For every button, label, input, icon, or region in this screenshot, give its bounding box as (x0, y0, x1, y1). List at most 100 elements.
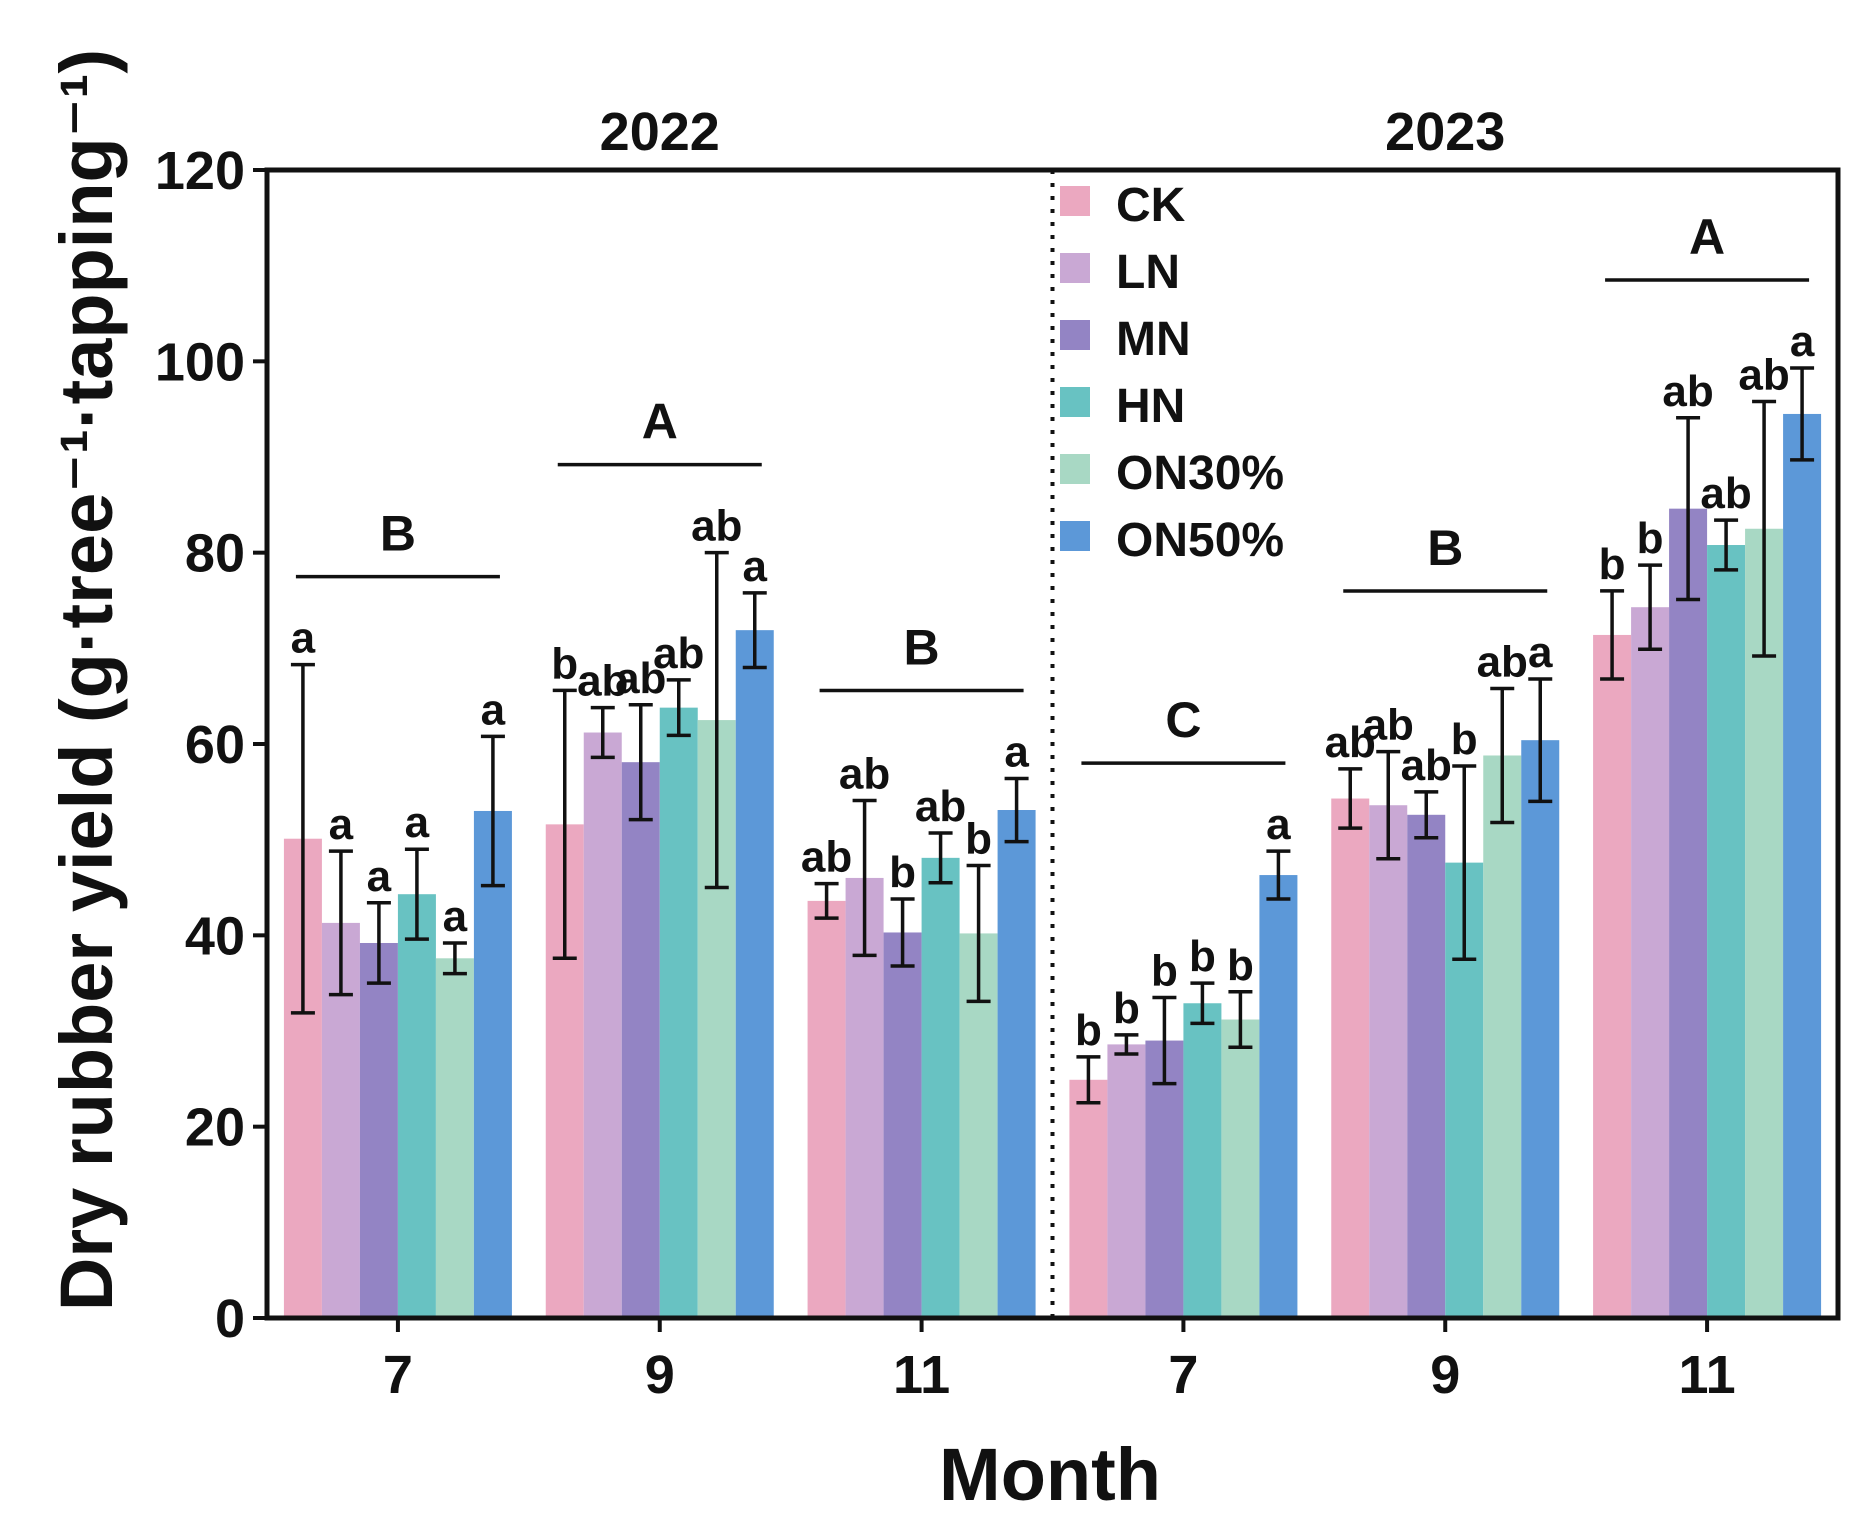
x-tick-label-2022-m9: 9 (645, 1345, 675, 1405)
legend-label-ON50%: ON50% (1116, 514, 1284, 567)
bar-2023-m11-HN (1707, 545, 1746, 1318)
letter-2022-m7-LN: a (329, 800, 354, 849)
letter-2023-m11-ON50%: a (1790, 317, 1815, 366)
bar-2022-m7-MN (359, 942, 398, 1318)
y-tick-label-80: 80 (185, 524, 245, 584)
legend-label-HN: HN (1116, 380, 1185, 433)
bar-2022-m9-ON50% (735, 630, 774, 1318)
bar-2022-m9-LN (583, 732, 622, 1318)
letter-2022-m7-ON30%: a (443, 892, 468, 941)
group-letter-2023-m9: B (1427, 520, 1463, 576)
group-significance: B A B C B A (295, 209, 1810, 765)
legend-swatch-CK (1060, 186, 1090, 216)
x-tick-label-2022-m7: 7 (383, 1345, 413, 1405)
legend-swatch-LN (1060, 253, 1090, 283)
letter-2022-m9-CK: b (551, 639, 578, 688)
letter-2023-m11-CK: b (1599, 540, 1626, 589)
legend-swatch-MN (1060, 320, 1090, 350)
letter-2023-m9-CK: ab (1325, 718, 1376, 767)
bar-2023-m9-ON50% (1521, 740, 1560, 1318)
bar-2022-m7-ON50% (473, 810, 512, 1318)
y-tick-label-100: 100 (155, 332, 245, 392)
bar-2022-m11-HN (921, 857, 960, 1318)
error-bars (290, 366, 1815, 1105)
bar-2022-m9-MN (621, 762, 660, 1318)
legend-label-ON30%: ON30% (1116, 447, 1284, 500)
letter-2023-m7-HN: b (1189, 932, 1216, 981)
bar-2023-m11-CK (1593, 634, 1632, 1318)
letter-2022-m11-CK: ab (801, 833, 852, 882)
letter-2023-m11-LN: b (1637, 514, 1664, 563)
letter-2022-m9-LN: ab (577, 657, 628, 706)
axes: 7 9 11 7 9 11 0 20 40 60 80 100 120 (155, 141, 1841, 1405)
bar-2023-m9-LN (1369, 805, 1408, 1318)
letter-2022-m9-HN: ab (653, 629, 704, 678)
y-axis-title: Dry rubber yield (g·tree⁻¹·tapping⁻¹) (45, 49, 128, 1311)
bar-2023-m7-CK (1069, 1079, 1108, 1318)
group-letter-2023-m11: A (1689, 209, 1725, 265)
letter-2022-m7-CK: a (291, 614, 316, 663)
bar-2022-m11-MN (883, 932, 922, 1318)
year-label-2022: 2022 (600, 102, 720, 162)
y-tick-label-20: 20 (185, 1098, 245, 1158)
x-axis-title: Month (939, 1433, 1161, 1516)
letter-2022-m9-MN: ab (615, 654, 666, 703)
bar-2022-m9-HN (659, 707, 698, 1318)
letter-2023-m11-HN: ab (1700, 469, 1751, 518)
y-tick-label-40: 40 (185, 906, 245, 966)
group-letter-2022-m9: A (642, 394, 678, 450)
letter-2023-m9-HN: b (1451, 715, 1478, 764)
bar-2023-m11-LN (1631, 607, 1670, 1318)
x-tick-label-2023-m11: 11 (1679, 1345, 1736, 1405)
letter-2022-m11-ON50%: a (1004, 727, 1029, 776)
bar-2023-m7-LN (1107, 1044, 1146, 1318)
legend-label-MN: MN (1116, 313, 1191, 366)
y-tick-label-0: 0 (215, 1289, 245, 1349)
letter-2023-m9-ON30%: ab (1477, 638, 1528, 687)
bar-2022-m7-ON30% (435, 958, 474, 1318)
legend-swatch-ON50% (1060, 521, 1090, 551)
bar-2023-m9-ON30% (1483, 755, 1522, 1318)
y-tick-label-60: 60 (185, 715, 245, 775)
letter-2022-m7-HN: a (405, 798, 430, 847)
bar-2023-m7-ON30% (1221, 1019, 1260, 1318)
letter-2023-m7-ON50%: a (1266, 800, 1291, 849)
legend-swatch-ON30% (1060, 454, 1090, 484)
letter-2023-m9-LN: ab (1363, 701, 1414, 750)
letter-2022-m11-MN: b (889, 848, 916, 897)
bars (283, 413, 1822, 1318)
bar-2022-m11-CK (807, 900, 846, 1318)
letter-2023-m7-MN: b (1151, 947, 1178, 996)
letter-2023-m11-ON30%: ab (1738, 351, 1789, 400)
bar-2023-m7-HN (1183, 1003, 1222, 1318)
bar-2023-m7-MN (1145, 1040, 1184, 1318)
x-tick-label-2023-m9: 9 (1430, 1345, 1460, 1405)
letter-2023-m11-MN: ab (1662, 367, 1713, 416)
bar-2023-m11-MN (1669, 508, 1708, 1318)
letter-2023-m7-ON30%: b (1227, 941, 1254, 990)
legend: CK LN MN HN ON30% ON50% (1060, 179, 1284, 567)
y-tick-label-120: 120 (155, 141, 245, 201)
bar-2022-m7-HN (397, 894, 436, 1318)
plot-area: 2022 2023 (600, 102, 1505, 1318)
letter-2022-m9-ON30%: ab (691, 502, 742, 551)
letter-2022-m11-ON30%: b (965, 814, 992, 863)
group-letter-2023-m7: C (1165, 692, 1201, 748)
year-label-2023: 2023 (1385, 102, 1505, 162)
bar-2022-m11-ON50% (997, 810, 1036, 1318)
letter-2022-m7-MN: a (367, 852, 392, 901)
letter-2022-m11-HN: ab (915, 782, 966, 831)
letter-2022-m7-ON50%: a (481, 685, 506, 734)
letter-2022-m11-LN: ab (839, 749, 890, 798)
letter-2023-m9-ON50%: a (1528, 628, 1553, 677)
legend-label-LN: LN (1116, 246, 1180, 299)
bar-2023-m11-ON30% (1745, 528, 1784, 1318)
legend-swatch-HN (1060, 387, 1090, 417)
bar-2023-m7-ON50% (1259, 875, 1298, 1318)
group-letter-2022-m7: B (380, 506, 416, 562)
bar-2023-m9-MN (1407, 814, 1446, 1318)
letter-2023-m7-LN: b (1113, 984, 1140, 1033)
bar-2023-m11-ON50% (1783, 413, 1822, 1318)
